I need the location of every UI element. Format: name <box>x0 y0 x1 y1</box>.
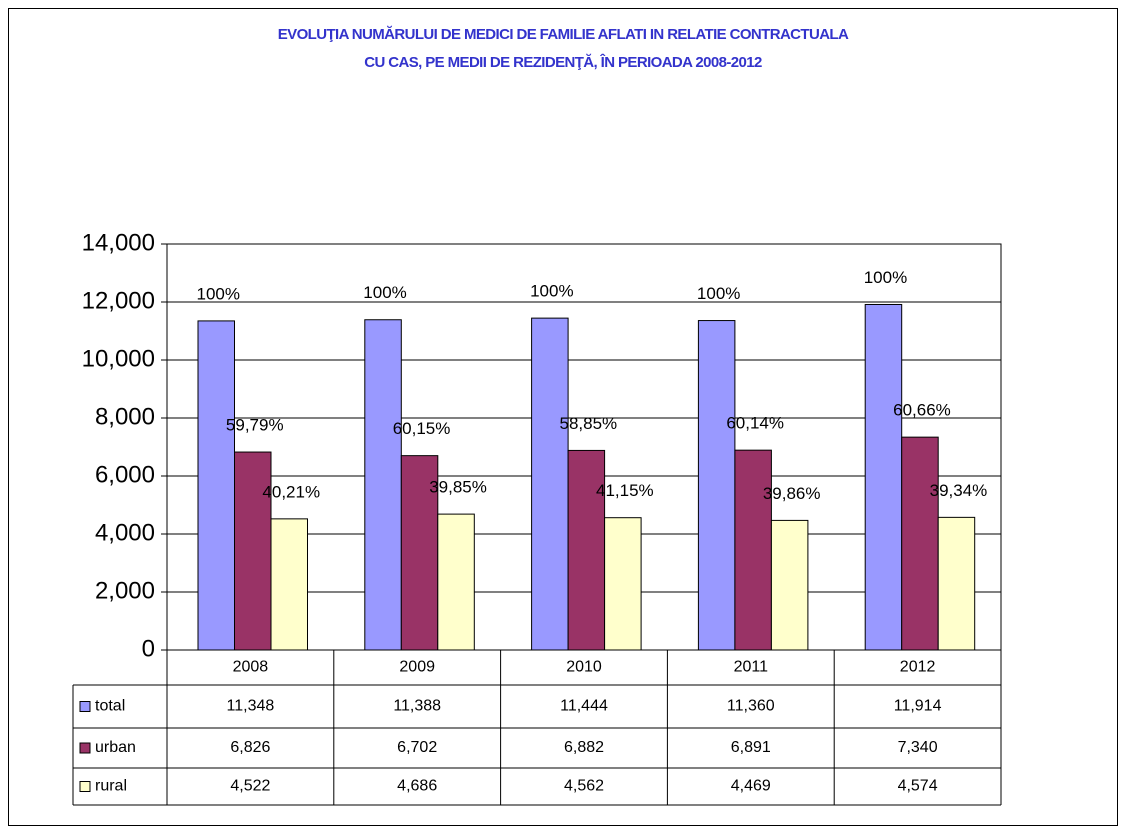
table-value: 6,882 <box>564 739 604 756</box>
legend-swatch <box>79 781 91 792</box>
x-tick-label: 2010 <box>566 659 602 676</box>
table-value: 4,562 <box>564 778 604 795</box>
y-tick-label: 6,000 <box>95 461 155 488</box>
data-label: 40,21% <box>262 482 320 501</box>
data-label: 59,79% <box>226 416 284 435</box>
data-label: 100% <box>864 268 907 287</box>
legend-swatch <box>79 701 91 712</box>
table-value: 4,522 <box>230 778 270 795</box>
data-label: 100% <box>197 284 240 303</box>
table-value: 6,826 <box>230 739 270 756</box>
table-value: 11,388 <box>393 698 441 715</box>
table-value: 4,574 <box>898 778 938 795</box>
x-tick-label: 2009 <box>399 659 435 676</box>
data-label: 39,86% <box>763 484 821 503</box>
x-tick-label: 2008 <box>233 659 269 676</box>
bar <box>734 449 772 651</box>
legend-label: total <box>95 698 125 715</box>
bar <box>400 455 439 651</box>
chart-title: EVOLUŢIA NUMĂRULUI DE MEDICI DE FAMILIE … <box>278 26 849 43</box>
data-label: 100% <box>530 282 573 301</box>
table-value: 11,360 <box>727 698 775 715</box>
legend-label: rural <box>95 778 127 795</box>
legend-label: urban <box>95 739 136 756</box>
table-value: 6,702 <box>397 739 437 756</box>
bar <box>770 519 809 651</box>
y-tick-label: 14,000 <box>82 229 155 256</box>
y-tick-label: 0 <box>142 635 155 662</box>
bar <box>234 451 272 651</box>
data-label: 60,14% <box>726 414 784 433</box>
y-tick-label: 4,000 <box>95 519 155 546</box>
data-label: 60,66% <box>893 401 951 420</box>
bar <box>937 516 976 651</box>
data-label: 100% <box>363 283 406 302</box>
table-value: 4,469 <box>731 778 771 795</box>
data-label: 39,34% <box>930 481 988 500</box>
bar <box>697 320 736 651</box>
bar <box>567 449 606 651</box>
chart-title: CU CAS, PE MEDII DE REZIDENŢĂ, ÎN PERIOA… <box>364 53 762 71</box>
table-value: 6,891 <box>731 739 771 756</box>
table-value: 11,444 <box>560 698 608 715</box>
bar <box>197 320 235 651</box>
bar <box>531 317 569 651</box>
table-value: 7,340 <box>898 739 938 756</box>
y-tick-label: 12,000 <box>82 287 155 314</box>
data-label: 41,15% <box>596 481 654 500</box>
y-tick-label: 2,000 <box>95 577 155 604</box>
table-value: 11,914 <box>894 698 942 715</box>
y-tick-label: 10,000 <box>82 345 155 372</box>
bar <box>604 517 642 651</box>
bar <box>901 436 939 651</box>
data-label: 39,85% <box>429 478 487 497</box>
x-tick-label: 2011 <box>734 659 769 676</box>
data-label: 60,15% <box>393 419 451 438</box>
data-label: 58,85% <box>560 414 618 433</box>
y-tick-label: 8,000 <box>95 403 155 430</box>
bar <box>364 319 402 651</box>
bar <box>270 518 308 651</box>
table-value: 4,686 <box>397 778 437 795</box>
bar <box>864 303 903 651</box>
bar <box>437 513 475 651</box>
legend-swatch <box>79 742 91 754</box>
table-value: 11,348 <box>227 698 275 715</box>
data-label: 100% <box>697 284 740 303</box>
x-tick-label: 2012 <box>900 659 936 676</box>
